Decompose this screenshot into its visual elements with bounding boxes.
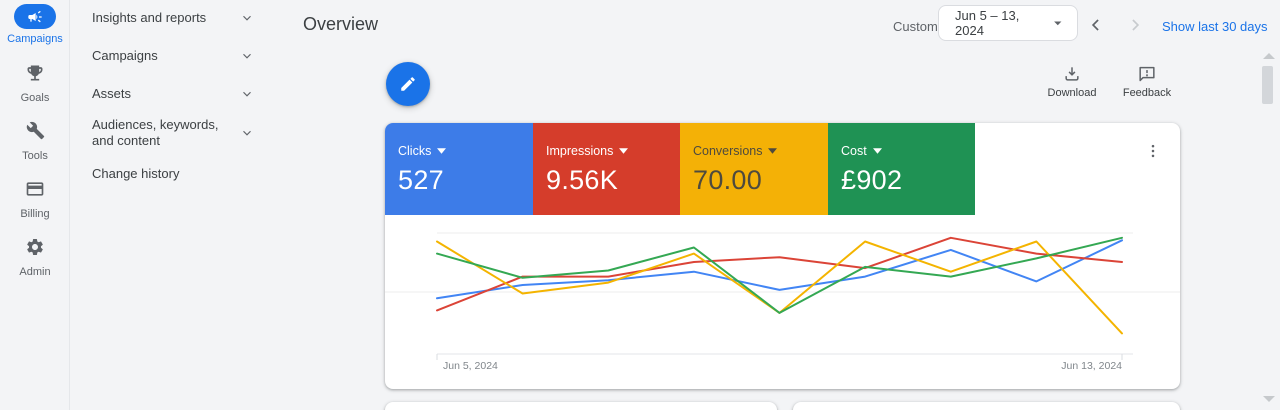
credit-card-icon	[26, 182, 44, 196]
show-last-30-days-link[interactable]: Show last 30 days	[1162, 19, 1268, 34]
feedback-icon	[1139, 66, 1155, 82]
rail-label-goals: Goals	[20, 92, 50, 104]
rail-label-admin: Admin	[19, 266, 51, 278]
nav-item-assets[interactable]: Assets	[70, 82, 270, 106]
x-axis-label-end: Jun 13, 2024	[1061, 360, 1122, 372]
nav-item-change-history[interactable]: Change history	[70, 162, 270, 186]
scrollbar-up-arrow[interactable]	[1263, 53, 1275, 59]
download-icon	[1065, 67, 1079, 81]
scorecard-impressions[interactable]: Impressions 9.56K	[533, 123, 680, 215]
campaigns-active-pill	[14, 4, 56, 29]
series-line-clicks	[436, 239, 1123, 300]
series-line-conversions	[436, 240, 1123, 335]
overview-chart-card: Clicks 527 Impressions 9.56K Conversions…	[385, 123, 1180, 389]
rail-item-campaigns[interactable]: Campaigns	[0, 4, 70, 45]
chart-series-group	[436, 236, 1123, 335]
gear-icon	[27, 239, 43, 255]
dropdown-arrow-icon	[1054, 21, 1062, 26]
scorecard-label: Impressions	[546, 144, 680, 158]
nav-item-insights-and-reports[interactable]: Insights and reports	[70, 6, 270, 30]
dropdown-arrow-icon	[619, 148, 629, 154]
chevron-left-icon	[1091, 19, 1099, 31]
more-vert-icon	[1151, 144, 1155, 158]
rail-label-billing: Billing	[20, 208, 50, 220]
scrollbar-thumb[interactable]	[1262, 66, 1273, 104]
card-overflow-menu-button[interactable]	[1141, 139, 1165, 163]
scorecard-value: 527	[398, 165, 444, 195]
feedback-button[interactable]: Feedback	[1112, 64, 1182, 99]
nav-item-audiences-keywords-content[interactable]: Audiences, keywords, and content	[70, 114, 270, 152]
partial-card-left	[385, 402, 777, 410]
chevron-down-icon	[243, 130, 251, 136]
scorecard-conversions[interactable]: Conversions 70.00	[680, 123, 828, 215]
chevron-down-icon	[243, 15, 251, 21]
scorecard-value: £902	[841, 165, 903, 195]
x-axis-label-start: Jun 5, 2024	[443, 360, 498, 372]
scorecard-label: Conversions	[693, 144, 828, 158]
partial-card-right	[793, 402, 1180, 410]
trend-line-chart[interactable]	[385, 223, 1180, 368]
rail-item-billing[interactable]: Billing	[0, 179, 70, 220]
date-range-picker[interactable]: Jun 5 – 13, 2024	[938, 5, 1078, 41]
nav-item-label: Campaigns	[92, 48, 158, 63]
chevron-down-icon	[243, 53, 251, 59]
series-line-impressions	[436, 236, 1123, 312]
edit-button[interactable]	[386, 62, 430, 106]
next-range-button[interactable]	[1123, 13, 1147, 37]
nav-item-label: Assets	[92, 86, 132, 101]
rail-item-tools[interactable]: Tools	[0, 121, 70, 162]
pencil-icon	[401, 77, 415, 91]
dropdown-arrow-icon	[437, 148, 447, 154]
scorecard-label: Clicks	[398, 144, 533, 158]
sidebar-rail: Campaigns Goals Tools Billing Admin	[0, 0, 70, 410]
rail-item-goals[interactable]: Goals	[0, 63, 70, 104]
rail-item-admin[interactable]: Admin	[0, 237, 70, 278]
trophy-icon	[27, 65, 43, 81]
nav-item-label: Change history	[92, 166, 180, 181]
main-content: Overview Custom Jun 5 – 13, 2024 Show la…	[270, 0, 1280, 410]
wrench-icon	[26, 121, 44, 140]
scorecard-clicks[interactable]: Clicks 527	[385, 123, 533, 215]
scorecard-label: Cost	[841, 144, 975, 158]
nav-item-label: Audiences, keywords, and content	[92, 117, 219, 148]
download-label: Download	[1047, 87, 1097, 99]
nav-item-label: Insights and reports	[92, 10, 207, 25]
dropdown-arrow-icon	[768, 148, 778, 154]
megaphone-icon	[28, 10, 42, 22]
scorecard-cost[interactable]: Cost £902	[828, 123, 975, 215]
date-range-value: Jun 5 – 13, 2024	[955, 8, 1020, 38]
rail-label-tools: Tools	[22, 150, 48, 162]
series-line-cost	[436, 236, 1123, 314]
page-title: Overview	[303, 14, 379, 34]
scrollbar-down-arrow[interactable]	[1263, 396, 1275, 402]
chevron-down-icon	[243, 91, 251, 97]
date-range-type-label: Custom	[893, 19, 938, 34]
scorecard-value: 70.00	[693, 165, 763, 195]
feedback-label: Feedback	[1122, 87, 1172, 99]
nav-item-campaigns[interactable]: Campaigns	[70, 44, 270, 68]
scorecard-value: 9.56K	[546, 165, 619, 195]
nav-menu: Insights and reports Campaigns Assets Au…	[70, 0, 270, 410]
download-button[interactable]: Download	[1037, 64, 1107, 99]
previous-range-button[interactable]	[1084, 13, 1108, 37]
rail-label-campaigns: Campaigns	[7, 33, 63, 45]
chevron-right-icon	[1132, 19, 1140, 31]
vertical-scrollbar	[1258, 0, 1280, 410]
dropdown-arrow-icon	[872, 148, 882, 154]
